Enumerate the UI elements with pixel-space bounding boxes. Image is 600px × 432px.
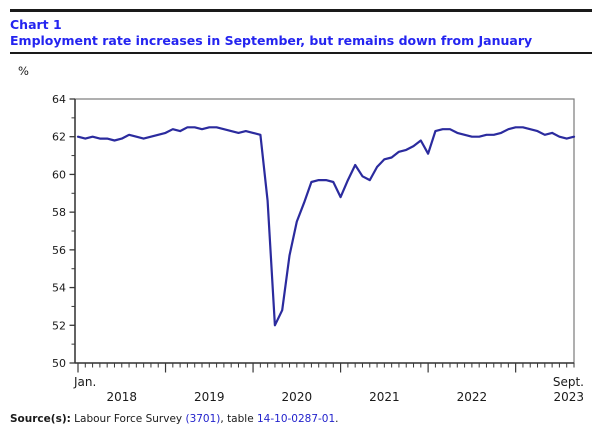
x-last-month-label: Sept. [553, 375, 584, 389]
x-year-label: 2019 [194, 390, 225, 404]
y-tick-label: 60 [52, 168, 66, 181]
source-survey-link[interactable]: (3701) [185, 413, 221, 425]
x-year-label: 2022 [457, 390, 488, 404]
y-unit-label: % [18, 64, 29, 78]
chart-number: Chart 1 [10, 17, 62, 32]
x-year-label: 2018 [106, 390, 137, 404]
chart-title: Employment rate increases in September, … [10, 33, 533, 48]
source-prefix: Source(s): [10, 413, 71, 425]
source-period: . [335, 413, 339, 425]
x-first-label: Jan. [73, 375, 96, 389]
chart-title-block: Chart 1 Employment rate increases in Sep… [10, 17, 532, 49]
y-tick-label: 64 [52, 93, 66, 106]
y-tick-label: 56 [52, 244, 66, 257]
employment-rate-line [76, 126, 576, 327]
y-tick-label: 52 [52, 319, 66, 332]
source-table-link[interactable]: 14-10-0287-01 [257, 413, 336, 425]
y-tick-label: 50 [52, 357, 66, 370]
plot-box [74, 98, 575, 364]
y-tick-label: 62 [52, 131, 66, 144]
x-year-label: 2021 [369, 390, 400, 404]
source-survey-name: Labour Force Survey [70, 413, 186, 425]
x-year-label: 2020 [282, 390, 313, 404]
y-tick-label: 54 [52, 282, 66, 295]
source-line: Source(s): Labour Force Survey (3701), t… [10, 413, 339, 425]
title-underline-rule [10, 52, 592, 54]
x-year-label-last: 2023 [553, 390, 584, 404]
y-tick-label: 58 [52, 206, 66, 219]
top-rule [10, 9, 592, 12]
source-table-text: , table [220, 413, 257, 425]
